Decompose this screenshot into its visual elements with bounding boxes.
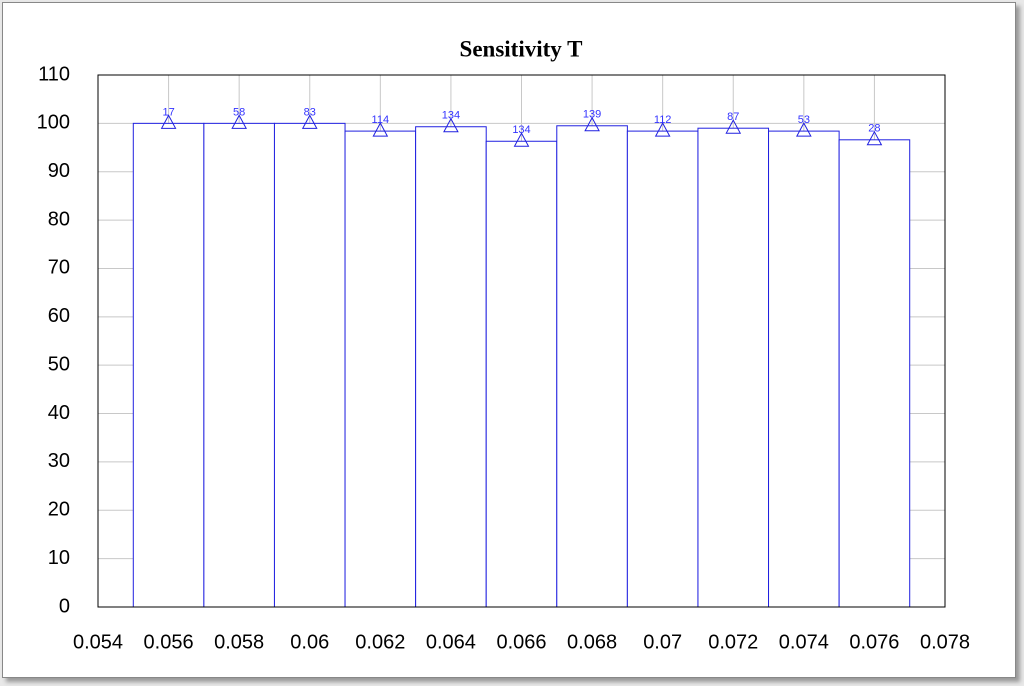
marker — [301, 114, 318, 129]
x-tick-label: 0.056 — [144, 631, 194, 653]
marker — [443, 117, 459, 133]
x-tick-label: 0.078 — [920, 631, 970, 653]
y-tick-label: 60 — [48, 305, 70, 327]
y-tick-label: 80 — [48, 208, 70, 230]
x-tick-label: 0.058 — [214, 631, 264, 653]
bar — [344, 130, 417, 608]
marker — [513, 132, 530, 147]
x-tick-label: 0.066 — [496, 631, 546, 653]
y-tick-label: 90 — [48, 160, 70, 182]
bar — [485, 140, 558, 608]
x-tick-label: 0.076 — [849, 631, 899, 653]
count-label: 139 — [583, 109, 601, 121]
x-tick-label: 0.07 — [643, 631, 682, 653]
count-label: 17 — [162, 106, 174, 118]
count-label: 114 — [372, 114, 390, 126]
marker — [584, 116, 600, 132]
x-tick-label: 0.064 — [426, 631, 476, 653]
x-tick-label: 0.074 — [779, 631, 829, 653]
marker — [654, 122, 671, 137]
bar — [626, 130, 699, 608]
x-tick-label: 0.06 — [290, 631, 329, 653]
count-label: 112 — [654, 114, 672, 126]
x-tick-label: 0.068 — [567, 631, 617, 653]
marker — [372, 122, 389, 137]
x-tick-label: 0.062 — [355, 631, 405, 653]
marker — [725, 119, 742, 134]
y-tick-label: 10 — [48, 547, 70, 569]
count-label: 58 — [233, 106, 245, 118]
marker — [866, 130, 883, 146]
bar — [203, 122, 275, 608]
marker — [795, 122, 812, 137]
x-tick-label: 0.054 — [73, 631, 123, 653]
y-tick-label: 70 — [48, 257, 70, 279]
y-tick-label: 0 — [59, 595, 70, 617]
count-label: 134 — [512, 124, 530, 136]
marker — [231, 114, 248, 129]
count-label: 28 — [868, 123, 880, 135]
bar — [415, 126, 487, 608]
count-label: 53 — [798, 114, 810, 126]
bar — [273, 122, 346, 608]
y-tick-label: 50 — [48, 353, 70, 375]
y-tick-label: 30 — [48, 450, 70, 472]
bar — [697, 127, 770, 608]
y-tick-label: 100 — [37, 112, 70, 134]
bar — [838, 139, 911, 608]
plot-border — [97, 74, 946, 608]
bar — [132, 122, 205, 608]
count-label: 134 — [442, 110, 460, 122]
bar — [556, 125, 628, 608]
bar — [768, 130, 840, 608]
y-tick-label: 40 — [48, 402, 70, 424]
x-tick-label: 0.072 — [708, 631, 758, 653]
count-label: 87 — [727, 111, 739, 123]
y-tick-label: 110 — [38, 63, 70, 85]
y-tick-label: 20 — [48, 499, 70, 521]
chart-title: Sensitivity T — [460, 36, 583, 61]
marker — [160, 114, 177, 129]
count-label: 83 — [304, 106, 316, 118]
